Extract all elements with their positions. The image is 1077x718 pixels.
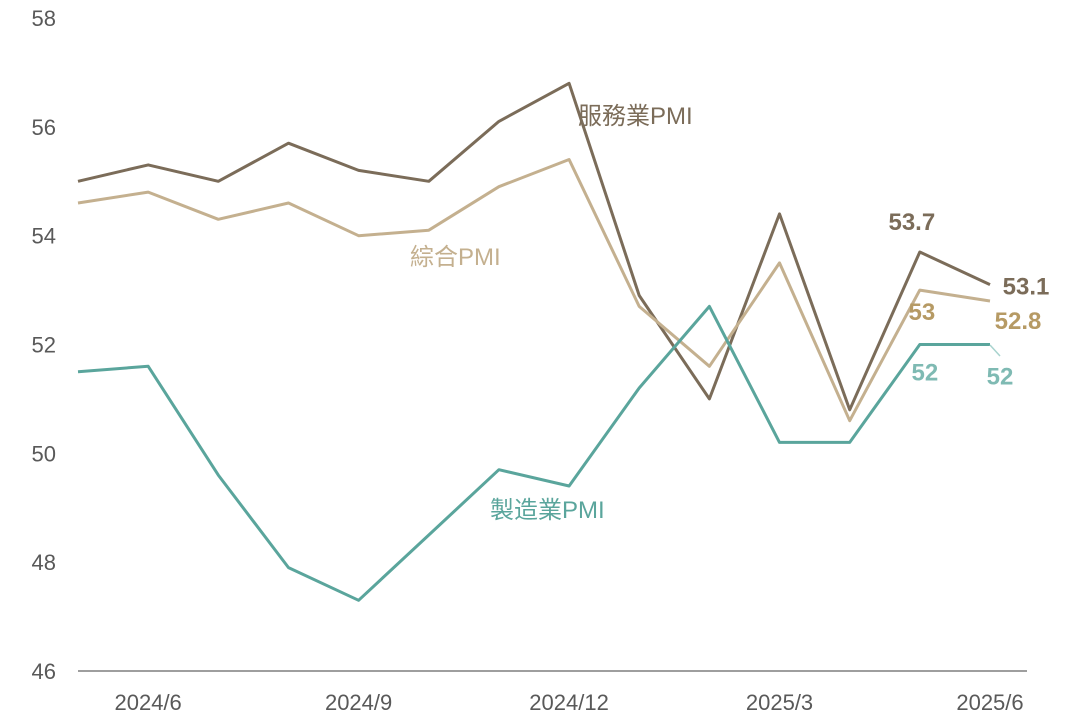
x-tick-label: 2025/6	[956, 690, 1023, 715]
manufacturing-pmi-line	[77, 304, 990, 602]
y-tick-label: 52	[32, 333, 56, 358]
data-label-manufacturing: 52	[987, 364, 1014, 391]
y-tick-label: 58	[32, 6, 56, 31]
y-tick-label: 46	[32, 659, 56, 684]
y-tick-label: 56	[32, 115, 56, 140]
x-tick-label: 2025/3	[746, 690, 813, 715]
x-tick-label: 2024/12	[529, 690, 609, 715]
y-tick-label: 50	[32, 441, 56, 466]
x-tick-label: 2024/6	[115, 690, 182, 715]
y-tick-label: 54	[32, 224, 56, 249]
x-axis-tick-labels: 2024/6 2024/9 2024/12 2025/3 2025/6	[115, 690, 1024, 715]
series-label-composite-pmi: 綜合PMI	[410, 244, 501, 271]
data-label-composite: 52.8	[995, 308, 1042, 335]
data-point-labels: 53.7 53.1 53 52.8 52 52	[888, 209, 1049, 391]
data-label-manufacturing: 52	[911, 360, 938, 387]
data-label-service: 53.7	[888, 209, 935, 236]
y-tick-label: 48	[32, 550, 56, 575]
series-lines	[77, 81, 1001, 602]
data-label-service: 53.1	[1003, 274, 1050, 301]
series-label-service-pmi: 服務業PMI	[578, 103, 693, 130]
x-tick-label: 2024/9	[325, 690, 392, 715]
service-pmi-line	[77, 81, 991, 412]
y-axis-tick-labels: 46 48 50 52 54 56 58	[32, 6, 56, 684]
data-label-composite: 53	[908, 299, 935, 326]
series-label-manufacturing-pmi: 製造業PMI	[490, 497, 605, 524]
composite-pmi-line	[77, 158, 991, 423]
label-leader-line	[989, 344, 1001, 357]
